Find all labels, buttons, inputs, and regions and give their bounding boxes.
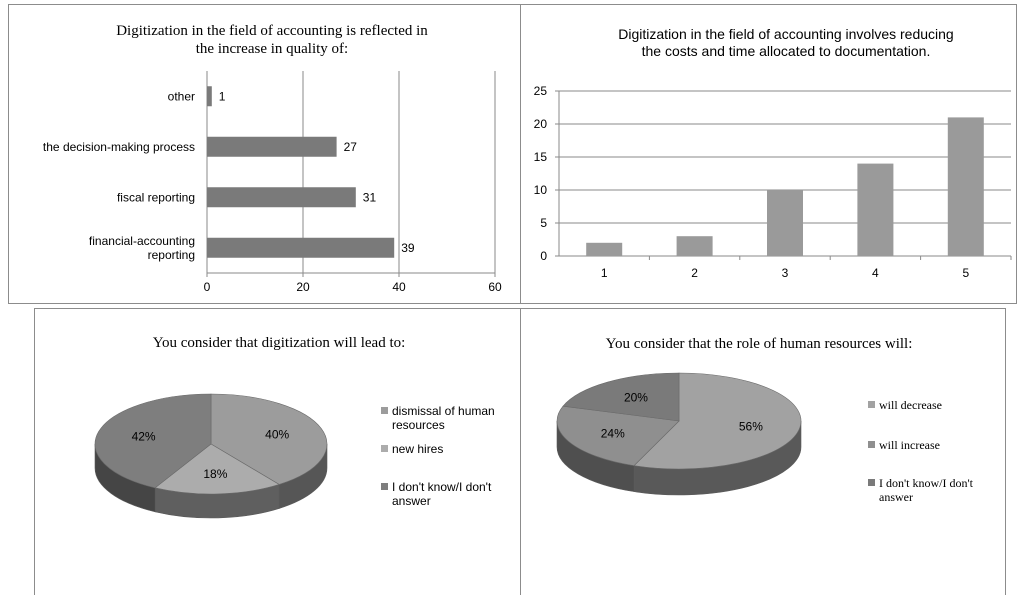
- x-tick-label: 5: [962, 266, 969, 280]
- pie-slice: [562, 372, 680, 422]
- x-tick-label: 3: [782, 266, 789, 280]
- bar: [207, 187, 356, 208]
- chart-title: You consider that the role of human reso…: [606, 336, 913, 352]
- x-tick-label: 0: [204, 280, 211, 294]
- bar: [857, 163, 894, 256]
- legend-label: I don't know/I don't: [392, 480, 492, 494]
- legend-label: new hires: [392, 442, 443, 456]
- legend-label: dismissal of human: [392, 404, 495, 418]
- pie-slice: [556, 405, 680, 466]
- bar: [207, 136, 337, 157]
- legend-label: answer: [879, 490, 913, 504]
- pie-slice: [210, 393, 328, 485]
- pie-data-label: 42%: [132, 430, 156, 444]
- x-tick-label: 1: [601, 266, 608, 280]
- pie-data-label: 24%: [601, 426, 625, 440]
- chart-quality-horizontal-bar: Digitization in the field of accounting …: [43, 23, 502, 294]
- x-tick-label: 4: [872, 266, 879, 280]
- legend-label: will decrease: [879, 398, 942, 412]
- pie-data-label: 40%: [265, 428, 289, 442]
- y-tick-label: 5: [540, 216, 547, 230]
- category-label: the decision-making process: [43, 140, 195, 154]
- chart-title-line: Digitization in the field of accounting …: [618, 26, 953, 42]
- legend-swatch: [868, 401, 875, 408]
- legend-swatch: [381, 445, 388, 452]
- y-tick-label: 15: [534, 150, 548, 164]
- pie-data-label: 20%: [624, 391, 648, 405]
- legend-swatch: [381, 483, 388, 490]
- category-label: reporting: [148, 248, 195, 262]
- bar: [947, 117, 984, 257]
- data-label: 39: [401, 241, 415, 255]
- chart-panel-human-resources: You consider that the role of human reso…: [520, 308, 1006, 595]
- chart-panel-digitization-lead: You consider that digitization will lead…: [34, 308, 521, 595]
- pie-slice: [154, 443, 280, 495]
- y-tick-label: 0: [540, 249, 547, 263]
- legend-swatch: [868, 441, 875, 448]
- chart-human-resources-pie: You consider that the role of human reso…: [556, 336, 974, 504]
- data-label: 31: [363, 190, 377, 204]
- y-tick-label: 10: [534, 183, 548, 197]
- pie-slice: [94, 393, 212, 489]
- y-tick-label: 25: [534, 84, 548, 98]
- x-tick-label: 60: [488, 280, 502, 294]
- legend-swatch: [381, 407, 388, 414]
- data-label: 27: [344, 140, 358, 154]
- bar: [207, 86, 212, 107]
- bar: [767, 190, 803, 256]
- chart-title: You consider that digitization will lead…: [153, 335, 406, 351]
- legend-label: will increase: [879, 438, 940, 452]
- legend-label: I don't know/I don't: [879, 476, 974, 490]
- pie-data-label: 56%: [739, 419, 763, 433]
- x-tick-label: 40: [392, 280, 406, 294]
- chart-panel-quality: Digitization in the field of accounting …: [8, 4, 521, 304]
- category-label: financial-accounting: [89, 234, 195, 248]
- data-label: 1: [219, 89, 226, 103]
- pie-slice: [633, 372, 802, 470]
- bar: [207, 237, 395, 258]
- chart-title-line: the costs and time allocated to document…: [642, 43, 931, 59]
- pie-data-label: 18%: [203, 467, 227, 481]
- chart-title-line: the increase in quality of:: [196, 41, 348, 57]
- legend-label: answer: [392, 494, 431, 508]
- x-tick-label: 2: [691, 266, 698, 280]
- y-tick-label: 20: [534, 117, 548, 131]
- bar: [586, 242, 623, 256]
- chart-costs-vertical-bar: Digitization in the field of accounting …: [534, 26, 1012, 280]
- chart-digitization-lead-pie: You consider that digitization will lead…: [94, 335, 495, 519]
- legend-swatch: [868, 479, 875, 486]
- bar: [676, 236, 713, 256]
- category-label: other: [168, 89, 195, 103]
- chart-title-line: Digitization in the field of accounting …: [116, 23, 428, 39]
- chart-panel-costs: Digitization in the field of accounting …: [520, 4, 1017, 304]
- legend-label: resources: [392, 418, 445, 432]
- category-label: fiscal reporting: [117, 190, 195, 204]
- x-tick-label: 20: [296, 280, 310, 294]
